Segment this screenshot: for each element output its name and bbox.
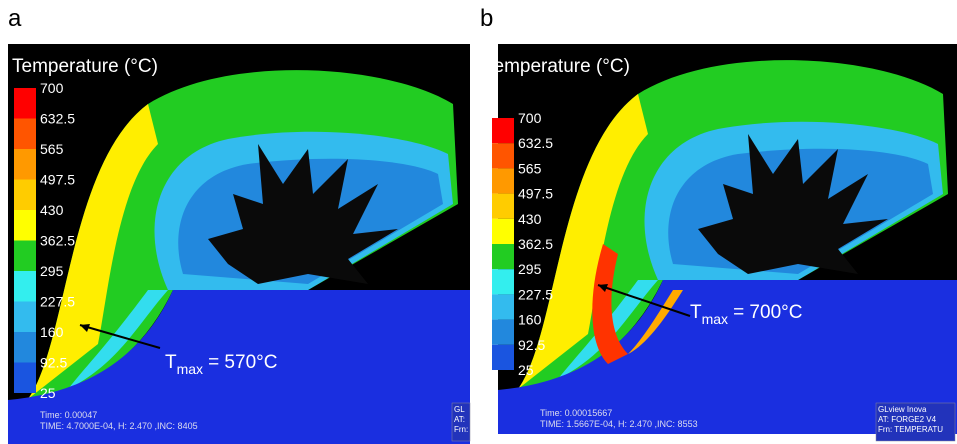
legend-title: Temperature (°C) — [484, 56, 630, 77]
panel-a — [8, 44, 470, 444]
badge-box — [451, 402, 471, 442]
arrow-head — [598, 284, 608, 292]
legend-tick-label: 430 — [40, 202, 64, 218]
legend-swatch — [492, 218, 514, 244]
legend-tick-label: 700 — [40, 80, 64, 96]
annotation-subscript: max — [177, 361, 203, 377]
badge-text: GLview Inova — [878, 405, 927, 414]
panel-overlay: b Temperature (°C) 700 632.5 565 497.5 430 362.… — [480, 5, 956, 442]
legend-tick-label: 92.5 — [518, 337, 545, 353]
legend-tick-label: 565 — [40, 141, 64, 157]
badge-box — [875, 402, 956, 442]
legend-tick-label: 362.5 — [40, 233, 75, 249]
badge-text: AT: FORGE2 V4 — [878, 415, 937, 424]
panel-b-image — [498, 44, 957, 434]
footer-text: Time: 0.00047 — [40, 410, 97, 420]
panel-label: b — [480, 5, 493, 32]
content: a Temperature (°C) 700 632.5 565 497.5 430 362.… — [8, 5, 956, 442]
legend-tick-label: 295 — [40, 263, 64, 279]
legend-swatch — [14, 271, 36, 302]
annotation-text: = 570°C — [208, 352, 277, 373]
annotation-symbol: T — [165, 352, 177, 373]
badge-text: Frn: — [454, 425, 468, 434]
footer-text: TIME: 1.5667E-04, H: 2.470 ,INC: 8553 — [540, 419, 698, 429]
legend-tick-label: 160 — [518, 312, 542, 328]
annotation-text: = 700°C — [733, 302, 802, 323]
legend-swatch — [492, 118, 514, 144]
legend-tick-label: 227.5 — [40, 294, 75, 310]
legend-swatch — [14, 179, 36, 210]
legend-tick-label: 700 — [518, 110, 542, 126]
legend-tick-label: 497.5 — [40, 172, 75, 188]
annotation: Tmax = 570°C — [165, 352, 277, 377]
legend-tick-label: 160 — [40, 324, 64, 340]
legend-swatch — [492, 143, 514, 169]
legend-swatch — [492, 269, 514, 295]
legend-tick-label: 25 — [518, 362, 534, 378]
legend-swatch — [492, 294, 514, 320]
badge-text: Frn: TEMPERATU — [878, 425, 943, 434]
legend-swatch — [492, 319, 514, 345]
legend-tick-label: 632.5 — [518, 135, 553, 151]
annotation-symbol: T — [690, 302, 702, 323]
badge-text: GL — [454, 405, 465, 414]
legend-swatch — [492, 193, 514, 219]
legend-tick-label: 227.5 — [518, 286, 553, 302]
annotation-arrow — [79, 324, 161, 349]
footer-text: Time: 0.00015667 — [540, 408, 612, 418]
arrow-head — [80, 324, 90, 332]
legend-swatch — [492, 168, 514, 194]
legend-title: Temperature (°C) — [12, 56, 158, 77]
legend-swatch — [492, 244, 514, 270]
legend-swatch — [14, 210, 36, 241]
legend-tick-label: 497.5 — [518, 186, 553, 202]
legend-swatch — [14, 332, 36, 363]
legend-tick-label: 632.5 — [40, 111, 75, 127]
legend-swatch — [14, 362, 36, 393]
legend-tick-label: 430 — [518, 211, 542, 227]
legend-tick-label: 25 — [40, 385, 56, 401]
annotation-arrow — [597, 284, 691, 317]
panel-a-image — [8, 44, 470, 444]
panel-label: a — [8, 5, 22, 32]
annotation-subscript: max — [702, 311, 728, 327]
legend-tick-label: 362.5 — [518, 236, 553, 252]
badge-text: AT: — [454, 415, 465, 424]
legend-swatch — [14, 88, 36, 119]
panel-overlay: a Temperature (°C) 700 632.5 565 497.5 430 362.… — [8, 5, 471, 442]
panel-b — [498, 44, 957, 434]
legend-swatch — [492, 344, 514, 370]
legend-tick-label: 565 — [518, 160, 542, 176]
legend-swatch — [14, 240, 36, 271]
legend-swatch — [14, 118, 36, 149]
legend-swatch — [14, 301, 36, 332]
legend-tick-label: 295 — [518, 261, 542, 277]
annotation: Tmax = 700°C — [690, 302, 802, 327]
legend-swatch — [14, 149, 36, 180]
footer-text: TIME: 4.7000E-04, H: 2.470 ,INC: 8405 — [40, 421, 198, 431]
legend-tick-label: 92.5 — [40, 355, 67, 371]
